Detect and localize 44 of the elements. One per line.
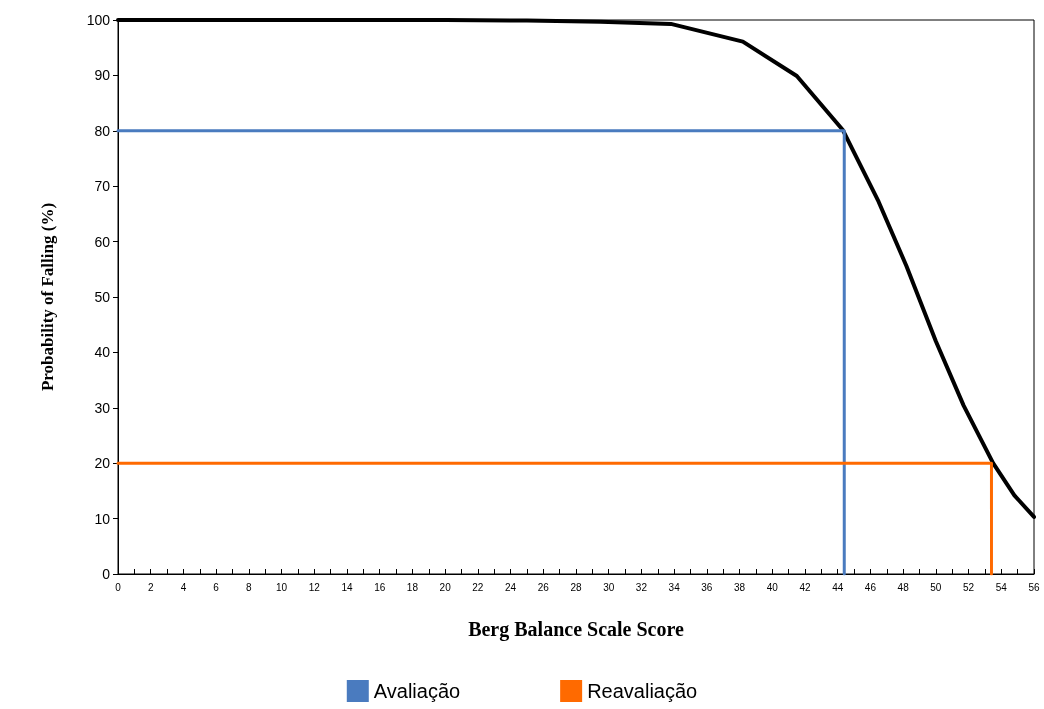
- y-tick-label: 20: [94, 455, 111, 472]
- x-axis-title: Berg Balance Scale Score: [468, 618, 684, 641]
- y-axis-title: Probability of Falling (%): [38, 202, 57, 392]
- x-tick-label: 10: [276, 581, 288, 593]
- x-tick-label: 12: [308, 581, 321, 593]
- y-tick-label: 50: [94, 289, 111, 305]
- x-tick-label: 54: [995, 581, 1008, 593]
- x-tick-label: 14: [341, 581, 353, 593]
- x-tick-label: 16: [374, 581, 386, 593]
- x-tick-label: 40: [766, 581, 779, 593]
- x-tick-label: 4: [180, 581, 187, 593]
- x-tick-label: 2: [147, 581, 154, 593]
- x-tick-label: 30: [603, 581, 615, 593]
- x-tick-label: 20: [439, 581, 452, 593]
- x-tick-label: 18: [406, 581, 419, 593]
- x-tick-label: 36: [701, 581, 713, 593]
- x-tick-label: 22: [472, 581, 484, 593]
- y-tick-label: 100: [86, 12, 111, 28]
- y-tick-label: 70: [94, 178, 111, 195]
- y-tick-label: 60: [94, 233, 111, 250]
- x-tick-label: 6: [213, 581, 220, 593]
- legend-label: Avaliação: [373, 680, 461, 702]
- y-tick-label: 0: [102, 566, 111, 582]
- x-tick-label: 46: [864, 581, 877, 593]
- y-tick-label: 40: [94, 344, 111, 361]
- x-tick-label: 38: [734, 581, 746, 593]
- y-tick-label: 30: [94, 399, 111, 416]
- x-tick-label: 50: [930, 581, 942, 593]
- x-tick-label: 52: [963, 581, 975, 593]
- x-tick-label: 32: [635, 581, 648, 593]
- x-tick-label: 26: [537, 581, 550, 593]
- x-tick-label: 56: [1028, 581, 1040, 593]
- x-tick-label: 0: [115, 581, 122, 593]
- x-tick-label: 42: [799, 581, 811, 593]
- x-tick-label: 34: [668, 581, 681, 593]
- x-tick-label: 48: [897, 581, 910, 593]
- x-tick-label: 24: [505, 581, 517, 593]
- legend-label: Reavaliação: [587, 680, 698, 702]
- x-tick-label: 28: [570, 581, 582, 593]
- x-tick-label: 8: [246, 581, 253, 593]
- y-tick-label: 90: [94, 67, 111, 84]
- y-tick-label: 80: [94, 122, 111, 139]
- y-tick-label: 10: [94, 510, 111, 527]
- x-tick-label: 44: [832, 581, 844, 593]
